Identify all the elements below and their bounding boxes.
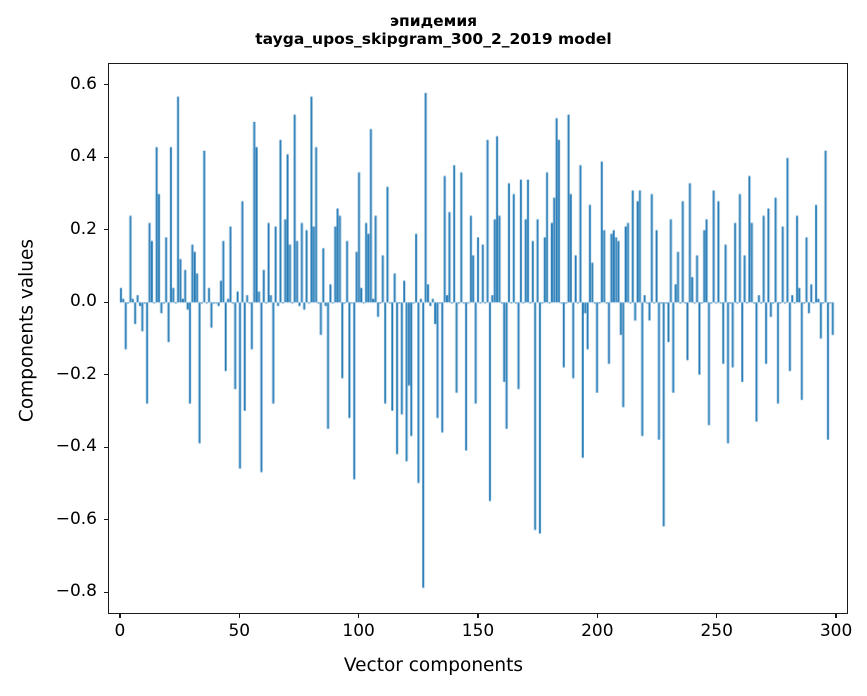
y-tick-mark [103, 301, 108, 303]
plot-area [108, 63, 848, 614]
y-tick-label: 0.4 [69, 146, 97, 167]
x-tick-label: 0 [114, 621, 126, 641]
x-tick-label: 300 [819, 621, 853, 641]
chart-title-line-2: tayga_upos_skipgram_300_2_2019 model [255, 30, 612, 49]
x-tick-mark [835, 614, 837, 619]
chart-title-line-1: эпидемия [389, 12, 478, 30]
y-tick-label: −0.2 [55, 363, 97, 384]
x-tick-mark [716, 614, 718, 619]
x-axis-label: Vector components [343, 655, 524, 676]
x-tick-mark [477, 614, 479, 619]
y-tick-mark [103, 229, 108, 231]
x-tick-label: 200 [581, 621, 614, 641]
y-tick-mark [103, 84, 108, 86]
x-tick-label: 250 [700, 621, 733, 641]
y-axis-label: Components values [16, 238, 38, 423]
y-tick-label: 0.6 [69, 73, 97, 94]
y-tick-label: −0.6 [55, 508, 97, 529]
y-tick-label: −0.4 [55, 436, 97, 457]
x-tick-label: 50 [228, 621, 251, 641]
x-tick-label: 100 [342, 621, 375, 641]
x-tick-label: 150 [461, 621, 495, 641]
x-tick-mark [357, 614, 360, 619]
chart-title: эпидемия tayga_upos_skipgram_300_2_2019 … [0, 12, 867, 49]
y-tick-mark [103, 591, 108, 593]
y-tick-label: −0.8 [55, 581, 97, 602]
y-tick-label: 0.0 [69, 291, 97, 312]
bar-series-canvas [109, 64, 847, 613]
x-tick-mark [119, 614, 121, 619]
y-tick-mark [103, 156, 108, 158]
x-tick-mark [596, 614, 599, 619]
y-tick-label: 0.2 [69, 218, 97, 239]
y-tick-mark [103, 374, 108, 376]
y-tick-mark [103, 519, 108, 521]
x-tick-mark [238, 614, 240, 619]
y-tick-mark [103, 446, 108, 448]
